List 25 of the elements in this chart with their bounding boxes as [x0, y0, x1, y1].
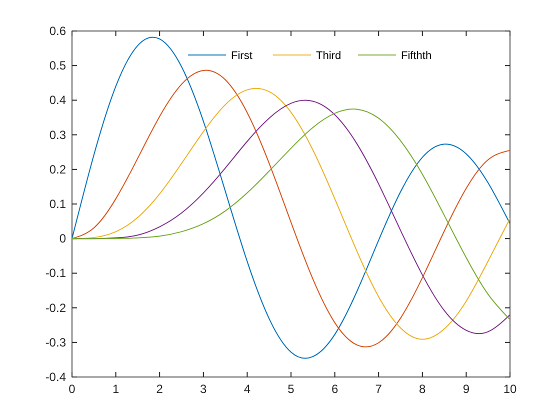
y-tick-label: 0.5	[49, 58, 66, 73]
y-tick-label: 0.2	[49, 162, 66, 176]
y-tick-label: 0.3	[49, 128, 66, 142]
legend-label: Fifthth	[401, 50, 432, 62]
x-tick-label: 7	[375, 382, 382, 396]
x-tick-label: 2	[156, 382, 164, 396]
x-tick-label: 0	[68, 382, 76, 396]
y-tick-label: -0.1	[45, 266, 66, 280]
y-tick-label: -0.2	[45, 300, 66, 315]
y-tick-label: -0.4	[45, 370, 66, 384]
y-tick-label: -0.3	[45, 335, 66, 350]
x-tick-label: 8	[419, 382, 426, 396]
x-tick-label: 6	[331, 382, 338, 396]
y-tick-label: 0	[59, 232, 66, 246]
x-tick-label: 1	[112, 382, 120, 396]
x-tick-label: 5	[288, 382, 295, 396]
x-tick-label: 9	[462, 382, 470, 396]
legend-label: Third	[316, 50, 342, 62]
y-tick-label: 0.6	[49, 24, 66, 38]
x-tick-label: 3	[200, 382, 208, 396]
y-tick-label: 0.4	[49, 93, 66, 108]
x-tick-label: 10	[503, 382, 517, 396]
y-tick-label: 0.1	[49, 197, 66, 211]
legend-label: First	[231, 50, 252, 62]
x-tick-label: 4	[244, 382, 251, 396]
